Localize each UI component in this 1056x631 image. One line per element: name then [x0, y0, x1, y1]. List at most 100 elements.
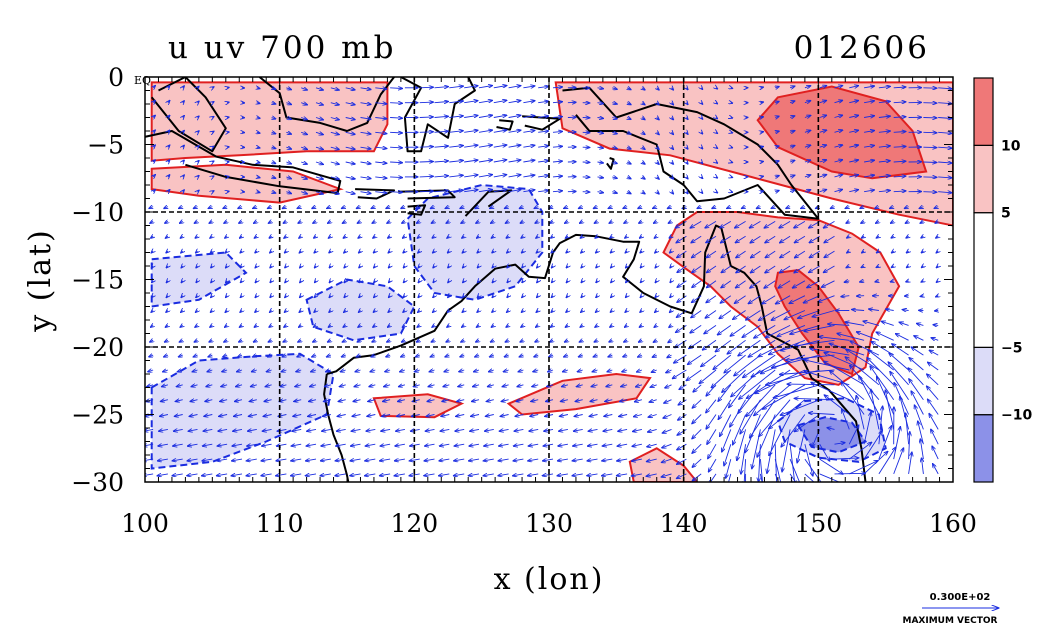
- wind-vector: [225, 251, 227, 253]
- wind-vector: [210, 251, 212, 253]
- wind-vector: [389, 281, 391, 283]
- wind-vector: [492, 251, 494, 253]
- wind-vector: [775, 87, 779, 88]
- wind-vector: [640, 311, 642, 313]
- wind-vector: [823, 221, 835, 228]
- wind-vector: [627, 147, 631, 149]
- wind-vector: [760, 191, 763, 192]
- wind-vector: [701, 132, 703, 134]
- positive-contour-line: [628, 447, 699, 482]
- wind-vector: [801, 207, 805, 209]
- wind-vector: [938, 147, 952, 148]
- wind-vector: [672, 147, 674, 149]
- wind-vector: [789, 146, 795, 148]
- wind-vector: [878, 101, 890, 102]
- wind-vector: [434, 146, 449, 147]
- wind-vector: [861, 221, 864, 223]
- wind-vector: [906, 281, 909, 282]
- wind-vector: [638, 207, 642, 209]
- wind-vector: [669, 236, 672, 238]
- wind-vector: [705, 310, 717, 319]
- wind-vector: [198, 161, 200, 163]
- wind-vector: [564, 207, 568, 209]
- wind-vector: [538, 131, 549, 132]
- wind-vector: [508, 175, 521, 177]
- wind-vector: [267, 207, 271, 209]
- wind-vector: [195, 236, 198, 238]
- wind-vector: [149, 207, 153, 209]
- wind-vector: [716, 192, 718, 193]
- wind-vector: [314, 251, 316, 253]
- wind-vector: [775, 146, 779, 147]
- wind-vector: [794, 235, 806, 243]
- wind-vector: [419, 176, 434, 177]
- wind-vector: [552, 281, 554, 283]
- wind-vector: [721, 250, 732, 258]
- wind-vector: [670, 251, 672, 253]
- wind-vector: [824, 250, 835, 258]
- wind-vector: [183, 116, 185, 118]
- negative-contour-line: [150, 352, 335, 470]
- wind-vector: [447, 311, 449, 313]
- wind-vector: [270, 251, 272, 253]
- wind-vector: [715, 339, 732, 352]
- y-tick-label: −5: [87, 131, 124, 160]
- wind-vector: [627, 192, 631, 194]
- wind-vector: [373, 236, 376, 238]
- wind-vector: [345, 147, 356, 149]
- wind-vector: [581, 281, 583, 283]
- wind-vector: [775, 101, 779, 102]
- wind-vector: [523, 86, 535, 88]
- wind-vector: [885, 309, 894, 310]
- wind-vector: [784, 310, 806, 320]
- wind-vector: [417, 236, 420, 238]
- wind-vector: [153, 115, 155, 117]
- wind-vector: [390, 118, 402, 119]
- wind-vector: [416, 207, 420, 209]
- wind-vector: [627, 162, 631, 164]
- wind-vector: [535, 221, 538, 223]
- wind-vector: [445, 207, 449, 209]
- wind-vector: [819, 145, 827, 147]
- wind-vector: [923, 132, 936, 133]
- wind-vector: [327, 340, 330, 342]
- wind-vector: [552, 146, 563, 147]
- wind-vector: [612, 192, 617, 194]
- wind-vector: [239, 340, 243, 342]
- wind-vector: [552, 161, 563, 162]
- wind-vector: [736, 250, 746, 258]
- wind-vector: [690, 221, 702, 228]
- wind-vector: [612, 132, 617, 134]
- y-tick-label: −15: [71, 266, 124, 295]
- wind-vector: [642, 103, 645, 105]
- wind-vector: [716, 88, 718, 89]
- wind-vector: [716, 177, 718, 178]
- wind-vector: [315, 162, 323, 164]
- wind-vector: [716, 103, 718, 104]
- wind-vector: [434, 161, 449, 162]
- wind-vector: [834, 145, 843, 147]
- wind-vector: [809, 265, 820, 273]
- wind-vector: [448, 266, 450, 268]
- wind-vector: [224, 221, 227, 223]
- wind-vector: [891, 266, 894, 268]
- wind-vector: [775, 161, 779, 162]
- wind-vector: [345, 177, 356, 179]
- wind-vector: [765, 250, 776, 258]
- wind-vector: [720, 235, 732, 243]
- wind-vector: [210, 236, 213, 238]
- wind-vector: [580, 325, 583, 327]
- wind-vector: [329, 281, 331, 283]
- wind-vector: [523, 101, 535, 103]
- wind-vector: [299, 325, 302, 327]
- y-tick-label: −30: [71, 468, 124, 497]
- wind-vector: [731, 162, 733, 163]
- wind-vector: [686, 118, 688, 120]
- coastline: [150, 77, 227, 153]
- wind-vector: [166, 266, 168, 268]
- wind-vector: [878, 86, 890, 87]
- wind-vector: [594, 221, 597, 223]
- wind-vector: [760, 132, 763, 133]
- wind-vector: [748, 295, 761, 304]
- wind-vector: [849, 115, 858, 117]
